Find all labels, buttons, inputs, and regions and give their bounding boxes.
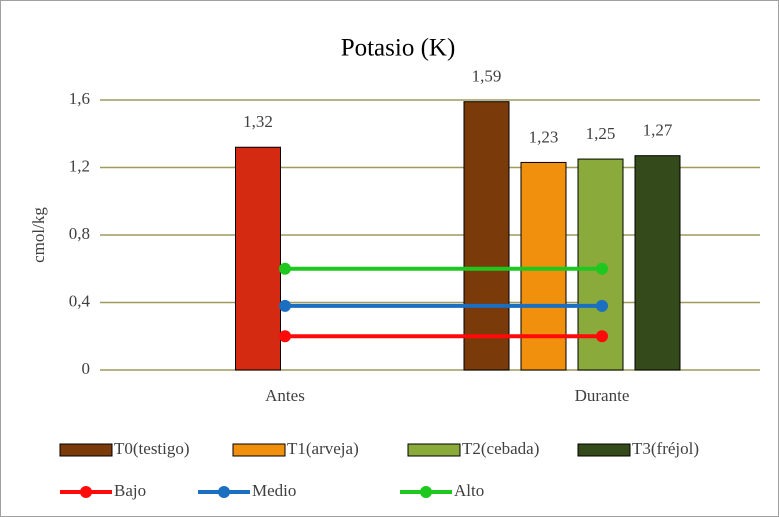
line-marker [596, 299, 608, 312]
legend-marker [420, 486, 432, 498]
legend-label: T1(arveja) [287, 439, 359, 458]
data-label: 1,59 [472, 67, 502, 86]
legend-label: Medio [252, 481, 296, 500]
legend-label: T0(testigo) [114, 439, 190, 458]
y-tick-label: 0,8 [69, 224, 90, 243]
y-tick-label: 0,4 [69, 291, 91, 310]
legend-label: T2(cebada) [462, 439, 539, 458]
legend-label: Alto [454, 481, 484, 500]
legend-swatch [407, 443, 461, 457]
legend-label: Bajo [114, 481, 146, 500]
line-marker [596, 330, 608, 343]
y-tick-label: 1,6 [69, 89, 90, 108]
bar [235, 146, 281, 371]
y-tick-label: 0 [82, 359, 91, 378]
data-label: 1,23 [529, 127, 559, 146]
legend-swatch [59, 443, 113, 457]
line-marker [279, 330, 291, 343]
data-label: 1,25 [586, 124, 616, 143]
y-axis-label: cmol/kg [29, 207, 48, 263]
bar [520, 161, 567, 371]
legend-swatch [577, 443, 631, 457]
bar [634, 155, 681, 371]
bar [463, 101, 510, 371]
data-label: 1,32 [243, 112, 273, 131]
line-marker [279, 262, 291, 275]
x-tick-label: Antes [265, 386, 305, 405]
chart-title: Potasio (K) [341, 35, 456, 62]
legend-marker [80, 486, 92, 498]
line-marker [279, 299, 291, 312]
y-tick-label: 1,2 [69, 156, 90, 175]
x-tick-label: Durante [575, 386, 630, 405]
legend-swatch [232, 443, 286, 457]
data-label: 1,27 [643, 121, 673, 140]
line-marker [596, 262, 608, 275]
legend-marker [218, 486, 230, 498]
legend-label: T3(fréjol) [632, 439, 699, 458]
